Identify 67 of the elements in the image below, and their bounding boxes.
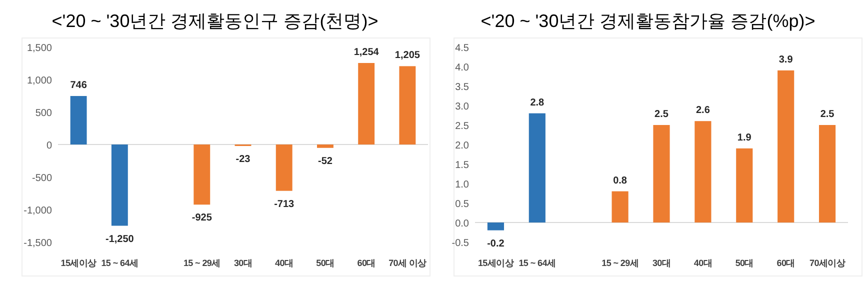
data-label: -713 [274,198,295,210]
data-label: 3.9 [778,54,794,66]
bar [70,96,87,144]
data-label: 0.8 [613,175,628,186]
bar [358,62,375,144]
bar [818,125,836,222]
y-tick-label: -500 [32,173,52,184]
data-label: -0.2 [487,238,505,250]
data-label: 2.8 [530,97,545,108]
x-tick-label: 15 ~ 29세 [183,258,220,268]
bar [399,66,416,144]
x-tick-label: 40대 [275,258,294,268]
x-tick-label: 15 ~ 64세 [518,258,556,268]
data-label: -1,250 [105,234,134,245]
y-tick-label: 1.5 [455,160,470,171]
y-tick-label: 1,000 [26,76,52,86]
data-label: 1.9 [737,132,752,144]
data-label: 1,254 [354,46,380,58]
data-label: -925 [192,212,212,224]
data-label: 2.5 [820,109,835,120]
y-tick-label: 500 [35,108,52,119]
x-tick-label: 50대 [735,258,754,268]
y-tick-label: 2.5 [455,121,470,132]
x-tick-label: 30대 [234,258,252,268]
data-label: -52 [318,156,333,167]
data-label: -23 [236,154,251,165]
y-tick-label: 1,500 [26,43,52,54]
y-tick-label: 0.0 [455,218,470,230]
x-tick-label: 50대 [316,258,334,268]
x-tick-label: 15세이상 [478,258,514,268]
bar [111,144,128,226]
data-label: 2.5 [654,109,669,120]
x-tick-label: 60대 [776,258,795,268]
x-tick-label: 15 ~ 29세 [602,258,638,268]
x-tick-label: 70세이상 [810,258,846,268]
x-tick-label: 15 ~ 64세 [101,258,138,268]
y-tick-label: 3.0 [455,102,470,112]
bar [694,121,712,222]
y-tick-label: -1,000 [24,206,52,216]
bar [736,148,753,222]
bar [778,70,794,222]
bar [276,144,292,191]
y-tick-label: 4.0 [455,62,470,74]
y-tick-label: 0 [46,140,52,152]
y-tick-label: 2.0 [455,140,470,152]
y-tick-label: 3.5 [455,82,470,93]
x-tick-label: 70세 이상 [388,258,427,268]
chart-title: <'20 ~ '30년간 경제활동인구 증감(천명)> [52,11,378,31]
bar [612,191,628,222]
bar [653,125,670,222]
bar [194,144,210,205]
data-label: 746 [70,80,88,92]
x-tick-label: 15세이상 [60,258,97,268]
bar [528,113,546,222]
y-tick-label: 0.5 [455,199,470,210]
bar [487,222,504,230]
data-label: 1,205 [394,50,420,62]
data-label: 2.6 [696,105,710,116]
x-tick-label: 30대 [652,258,671,268]
y-tick-label: -0.5 [452,238,470,249]
x-tick-label: 40대 [694,258,712,268]
chart-title: <'20 ~ '30년간 경제활동참가율 증감(%p)> [480,11,816,31]
y-tick-label: 1.0 [455,180,470,190]
y-tick-label: -1,500 [24,238,52,249]
bar [317,144,334,148]
y-tick-label: 4.5 [455,43,470,54]
x-tick-label: 60대 [357,258,376,268]
